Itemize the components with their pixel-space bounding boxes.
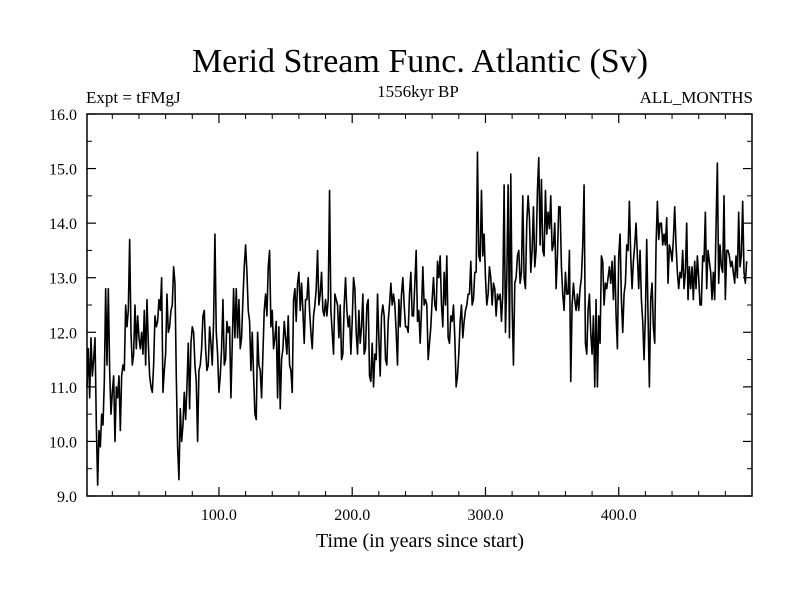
- y-tick-labels: 9.0 10.0 11.0 12.0 13.0 14.0 15.0 16.0: [49, 107, 77, 506]
- y-tick-label: 10.0: [49, 434, 77, 451]
- series-line: [86, 151, 748, 486]
- y-tick-label: 16.0: [49, 107, 77, 124]
- y-tick-label: 12.0: [49, 325, 77, 342]
- x-tick-label: 100.0: [201, 507, 237, 524]
- x-tick-labels: 100.0 200.0 300.0 400.0: [201, 507, 637, 524]
- axis-ticks: [87, 113, 752, 497]
- period-label: 1556kyr BP: [377, 82, 459, 101]
- plot-frame: [86, 113, 753, 497]
- months-label: ALL_MONTHS: [640, 88, 753, 107]
- y-tick-label: 13.0: [49, 271, 77, 288]
- y-tick-label: 14.0: [49, 216, 77, 233]
- experiment-label: Expt = tFMgJ: [86, 88, 181, 107]
- x-tick-label: 300.0: [467, 507, 503, 524]
- chart-title: Merid Stream Func. Atlantic (Sv): [192, 43, 648, 80]
- y-tick-label: 15.0: [49, 162, 77, 179]
- x-tick-label: 400.0: [601, 507, 637, 524]
- x-axis-label: Time (in years since start): [316, 530, 524, 552]
- y-tick-label: 9.0: [57, 489, 77, 506]
- y-tick-label: 11.0: [50, 380, 77, 397]
- x-tick-label: 200.0: [334, 507, 370, 524]
